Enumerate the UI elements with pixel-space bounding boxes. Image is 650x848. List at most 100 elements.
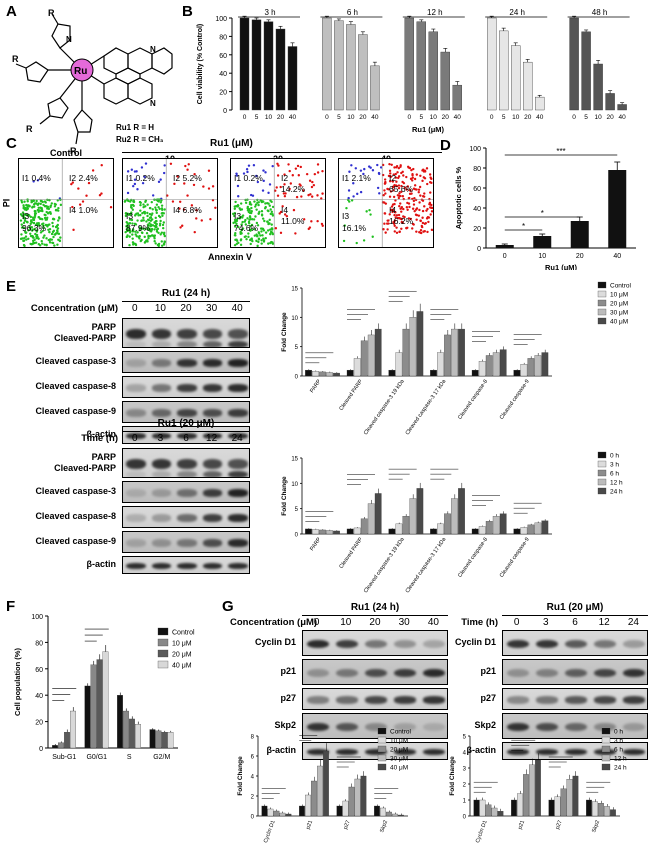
fold-change-bar: [346, 528, 354, 535]
quadrant-i4: I4 1.0%: [69, 205, 98, 215]
blot-band-cleaved: [126, 470, 146, 477]
quadrant-i3: I3: [234, 211, 242, 221]
flow-event: [133, 182, 137, 186]
fold-change-bar: [520, 527, 528, 535]
flow-event: [151, 218, 154, 221]
blot-band-cleaved: [228, 340, 248, 347]
blot-band: [306, 696, 329, 704]
flow-event: [279, 185, 282, 189]
flow-event: [409, 217, 412, 221]
legend-swatch: [377, 754, 387, 762]
blot-row-label: p21: [280, 666, 296, 676]
fold-change-bar: [499, 349, 507, 377]
x-tick-label: 20: [576, 253, 584, 260]
blot-title: Ru1 (20 μM): [157, 418, 215, 429]
category-label: Cleaved caspase-3 19 kDa: [363, 378, 406, 436]
flow-event: [32, 221, 36, 225]
cell-cycle-protein-chart-time: 0 1 2 3 4 5 Fold Change Cyclin D1 p21 p27 Skp2 0 h 3…: [449, 728, 627, 844]
panel-label-c: C: [6, 135, 17, 152]
flow-event: [233, 225, 237, 228]
flow-event: [155, 230, 159, 233]
flow-event: [247, 220, 251, 224]
fold-change-bar: [520, 364, 528, 377]
y-tick-label: 5: [295, 345, 299, 351]
flow-event: [56, 219, 60, 222]
blot-band: [594, 668, 617, 678]
fold-change-bar: [478, 526, 486, 535]
flow-event: [29, 232, 32, 235]
blot-band: [126, 489, 146, 497]
blot-strip: [122, 426, 250, 444]
flow-event: [428, 206, 432, 209]
flow-event: [408, 205, 411, 209]
ru-complex-structure: Ru R R R R N N N Ru1 R = H Ru2 R = CH₃: [12, 8, 173, 156]
flow-event: [39, 199, 43, 203]
viability-bar: [593, 63, 603, 111]
category-label: Cleaved caspase-3 17 kDa: [405, 378, 448, 436]
flow-event: [251, 218, 254, 221]
blot-band: [228, 563, 248, 569]
blot-band: [394, 696, 417, 704]
flow-event: [270, 228, 274, 231]
flow-event: [42, 236, 45, 239]
flow-event: [161, 214, 164, 218]
blot-strip: [302, 688, 448, 710]
y-tick-label: 5: [463, 735, 467, 741]
quadrant-i3: I3: [342, 211, 350, 221]
flow-event: [271, 164, 274, 168]
y-axis-label: Fold Change: [237, 756, 244, 796]
flow-event: [268, 204, 271, 207]
flow-event: [169, 162, 173, 166]
blot-band: [506, 749, 529, 755]
flow-event: [33, 227, 37, 231]
flow-event: [298, 183, 301, 186]
flow-event: [394, 216, 397, 219]
flow-event: [48, 241, 52, 244]
flow-event: [38, 244, 42, 247]
fold-change-bar: [430, 369, 437, 377]
blot-band: [126, 433, 146, 439]
fold-change-bar: [305, 369, 312, 377]
flow-event: [382, 228, 385, 231]
blot-title-line: [122, 431, 250, 432]
fold-change-bar: [492, 352, 500, 377]
flow-event: [43, 200, 47, 203]
flow-event: [25, 238, 28, 241]
flow-event: [253, 228, 256, 231]
flow-event: [407, 197, 411, 200]
flow-event: [50, 232, 54, 236]
flow-event: [421, 179, 424, 183]
blot-band-cleaved: [126, 340, 146, 347]
flow-event: [321, 192, 324, 195]
blot-band: [228, 539, 248, 547]
flow-event: [381, 163, 385, 167]
flow-event: [415, 188, 418, 191]
flow-event: [320, 197, 323, 200]
flow-event: [128, 228, 131, 231]
blot-band: [335, 639, 358, 649]
flow-event: [248, 238, 252, 242]
flow-event: [428, 202, 431, 206]
flow-event: [278, 212, 281, 215]
flow-event: [421, 216, 424, 219]
flow-event: [29, 215, 33, 219]
flow-event: [22, 226, 26, 229]
blot-strip: [502, 688, 648, 710]
flow-event: [183, 182, 186, 185]
flow-event: [305, 172, 309, 176]
flow-event: [371, 169, 375, 172]
flow-event: [418, 185, 422, 189]
flow-event: [240, 232, 243, 235]
flow-event: [247, 210, 251, 214]
flow-event: [187, 163, 190, 166]
y-tick-label: 10: [291, 482, 298, 488]
blot-band: [151, 409, 172, 417]
fold-change-bar: [511, 799, 517, 817]
flow-event: [411, 173, 414, 177]
fold-change-bar: [458, 328, 465, 377]
blot-band: [202, 433, 223, 439]
legend-label: 10 μM: [172, 641, 192, 648]
fold-change-bar: [333, 372, 340, 377]
flow-event: [163, 208, 166, 211]
flow-event: [125, 235, 129, 239]
